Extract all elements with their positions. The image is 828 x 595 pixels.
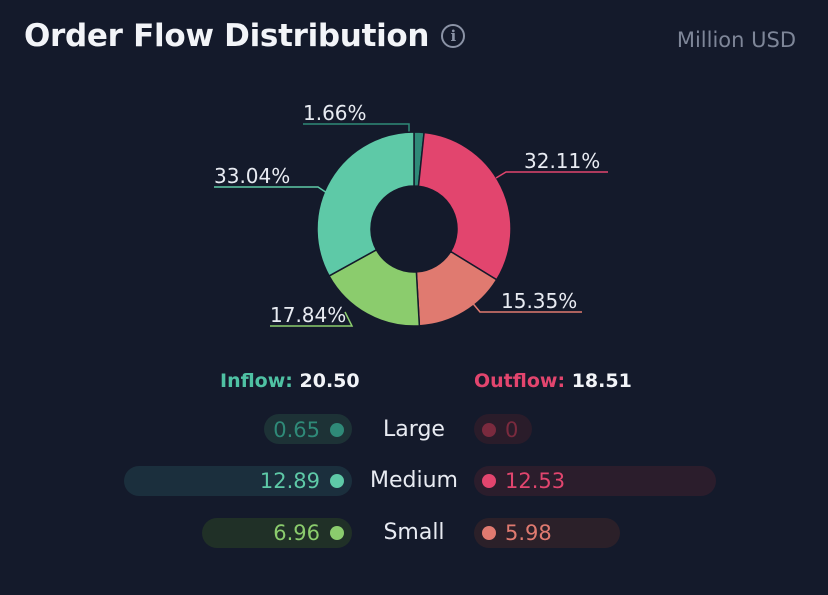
donut-slice-medium-inflow[interactable] — [316, 131, 415, 277]
inflow-dot-medium — [330, 474, 344, 488]
outflow-value-medium: 12.53 — [505, 469, 566, 493]
inflow-value-small: 6.96 — [273, 521, 320, 545]
inflow-value: 20.50 — [299, 370, 360, 392]
unit-label: Million USD — [676, 28, 796, 52]
inflow-dot-large — [330, 423, 344, 437]
category-label-small: Small — [383, 520, 445, 545]
donut-chart: 1.66% 32.11% 15.35% 17.84% 33.04% — [214, 101, 608, 327]
slice-label-large-inflow: 1.66% — [303, 101, 367, 125]
slice-label-medium-outflow: 32.11% — [524, 149, 600, 173]
inflow-dot-small — [330, 526, 344, 540]
donut-slice-small-inflow[interactable] — [328, 248, 421, 327]
outflow-bar-medium — [474, 466, 716, 496]
outflow-dot-small — [482, 526, 496, 540]
slice-label-small-outflow: 15.35% — [501, 289, 577, 313]
inflow-bar-medium — [124, 466, 352, 496]
outflow-value-large: 0 — [505, 418, 519, 442]
leader-line-small-outflow — [469, 299, 582, 313]
category-label-medium: Medium — [370, 468, 458, 493]
leader-line-medium-inflow — [214, 186, 328, 194]
leader-line-medium-outflow — [495, 171, 608, 179]
chart-title: Order Flow Distribution — [24, 18, 430, 54]
leader-line-small-inflow — [270, 311, 354, 327]
outflow-value: 18.51 — [571, 370, 632, 392]
donut-slice-medium-outflow[interactable] — [417, 131, 512, 281]
inflow-value-medium: 12.89 — [259, 469, 320, 493]
inflow-bar-small — [202, 518, 352, 548]
inflow-value-large: 0.65 — [273, 418, 320, 442]
chart-title-row: Order Flow Distribution i — [24, 18, 466, 54]
outflow-total: Outflow: 18.51 — [474, 370, 632, 392]
slice-label-small-inflow: 17.84% — [270, 303, 346, 327]
outflow-value-small: 5.98 — [505, 521, 552, 545]
category-label-large: Large — [383, 417, 445, 442]
inflow-label: Inflow: — [220, 370, 293, 392]
info-icon[interactable]: i — [441, 24, 466, 48]
outflow-dot-medium — [482, 474, 496, 488]
outflow-label: Outflow: — [474, 370, 566, 392]
inflow-total: Inflow: 20.50 — [220, 370, 360, 392]
outflow-bar-small — [474, 518, 620, 548]
slice-label-medium-inflow: 33.04% — [214, 164, 290, 188]
leader-line-large-inflow — [303, 123, 410, 132]
outflow-dot-large — [482, 423, 496, 437]
